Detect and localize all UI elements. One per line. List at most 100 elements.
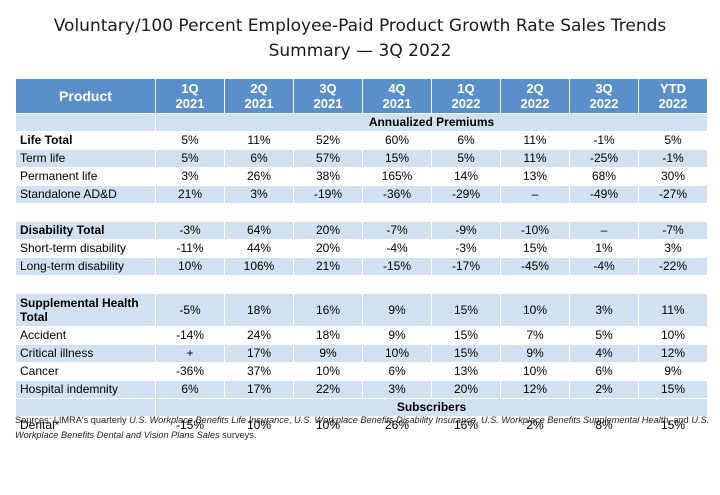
row-label: Short-term disability	[15, 239, 156, 258]
row-label: Dental*	[15, 416, 156, 435]
cell-value: 44%	[224, 239, 294, 258]
cell-value: 6%	[431, 131, 501, 150]
header-col-2q-2022: 2Q 2022	[500, 78, 570, 114]
section-row-annualized-premiums: Annualized Premiums	[15, 113, 708, 132]
table-row: Short-term disability -11% 44% 20% -4% -3% 15%…	[15, 239, 708, 258]
cell-value: 5%	[638, 131, 708, 150]
cell-value: -1%	[569, 131, 639, 150]
cell-value: 68%	[569, 167, 639, 186]
cell-value: 9%	[293, 344, 363, 363]
cell-value: 64%	[224, 221, 294, 240]
cell-value: 17%	[224, 344, 294, 363]
cell-value: 17%	[224, 380, 294, 399]
row-label: Standalone AD&D	[15, 185, 156, 204]
cell-value: 9%	[362, 326, 432, 345]
cell-value: -15%	[362, 257, 432, 276]
cell-value: 10%	[638, 326, 708, 345]
table-row: Supplemental Health Total -5% 18% 16% 9% 15% 1…	[15, 293, 708, 327]
cell-value: 18%	[224, 293, 294, 327]
cell-value: -49%	[569, 185, 639, 204]
cell-value: -25%	[569, 149, 639, 168]
cell-value: 57%	[293, 149, 363, 168]
cell-value: 5%	[569, 326, 639, 345]
cell-value: -3%	[431, 239, 501, 258]
cell-value: -3%	[155, 221, 225, 240]
cell-value: 15%	[431, 326, 501, 345]
cell-value: 10%	[155, 257, 225, 276]
cell-value: 4%	[569, 344, 639, 363]
cell-value: 1%	[569, 239, 639, 258]
spacer-row	[15, 275, 708, 294]
cell-value: -4%	[569, 257, 639, 276]
cell-value: 7%	[500, 326, 570, 345]
cell-value: 12%	[500, 380, 570, 399]
cell-value: 5%	[431, 149, 501, 168]
cell-value: 21%	[293, 257, 363, 276]
cell-value: 5%	[155, 149, 225, 168]
cell-value: 22%	[293, 380, 363, 399]
title-line-1: Voluntary/100 Percent Employee-Paid Prod…	[53, 16, 667, 36]
table-row: Hospital indemnity 6% 17% 22% 3% 20% 12% 2% 15%	[15, 380, 708, 399]
cell-value: 15%	[500, 239, 570, 258]
table-row: Term life 5% 6% 57% 15% 5% 11% -25% -1%	[15, 149, 708, 168]
cell-value: -11%	[155, 239, 225, 258]
header-col-2q-2021: 2Q 2021	[224, 78, 294, 114]
row-label: Disability Total	[15, 221, 156, 240]
cell-value: -5%	[155, 293, 225, 327]
cell-value: 165%	[362, 167, 432, 186]
table-row: Long-term disability 10% 106% 21% -15% -17% -4…	[15, 257, 708, 276]
cell-value: 3%	[569, 293, 639, 327]
header-col-3q-2022: 3Q 2022	[569, 78, 639, 114]
cell-value: 38%	[293, 167, 363, 186]
row-label: Accident	[15, 326, 156, 345]
cell-value: 2%	[500, 416, 570, 435]
cell-value: 11%	[500, 131, 570, 150]
cell-value: 60%	[362, 131, 432, 150]
header-product: Product	[15, 78, 156, 114]
page-title: Voluntary/100 Percent Employee-Paid Prod…	[0, 14, 720, 64]
cell-value: 6%	[569, 362, 639, 381]
header-col-1q-2022: 1Q 2022	[431, 78, 501, 114]
cell-value: 11%	[500, 149, 570, 168]
cell-value: 10%	[500, 293, 570, 327]
cell-value: -19%	[293, 185, 363, 204]
cell-value: -29%	[431, 185, 501, 204]
table-row: Dental* -15% 10% 10% 26% 16% 2% 8% 15%	[15, 416, 708, 435]
cell-value: 20%	[293, 221, 363, 240]
cell-value: -15%	[155, 416, 225, 435]
row-label: Life Total	[15, 131, 156, 150]
row-label: Cancer	[15, 362, 156, 381]
cell-value: 20%	[431, 380, 501, 399]
cell-value: 24%	[224, 326, 294, 345]
cell-value: 15%	[638, 416, 708, 435]
row-label: Hospital indemnity	[15, 380, 156, 399]
cell-value: 3%	[638, 239, 708, 258]
cell-value: -22%	[638, 257, 708, 276]
spacer-row	[15, 203, 708, 222]
cell-value: 10%	[362, 344, 432, 363]
row-label: Long-term disability	[15, 257, 156, 276]
table-row: Life Total 5% 11% 52% 60% 6% 11% -1% 5%	[15, 131, 708, 150]
cell-value: 16%	[293, 293, 363, 327]
table-row: Disability Total -3% 64% 20% -7% -9% -10% – -7%	[15, 221, 708, 240]
cell-value: 106%	[224, 257, 294, 276]
cell-value: –	[569, 221, 639, 240]
cell-value: 6%	[224, 149, 294, 168]
cell-value: 26%	[362, 416, 432, 435]
header-col-1q-2021: 1Q 2021	[155, 78, 225, 114]
cell-value: -4%	[362, 239, 432, 258]
cell-value: 3%	[362, 380, 432, 399]
cell-value: 20%	[293, 239, 363, 258]
cell-value: –	[500, 185, 570, 204]
cell-value: -14%	[155, 326, 225, 345]
row-label: Critical illness	[15, 344, 156, 363]
cell-value: 9%	[638, 362, 708, 381]
cell-value: 52%	[293, 131, 363, 150]
cell-value: 11%	[638, 293, 708, 327]
cell-value: 37%	[224, 362, 294, 381]
cell-value: 3%	[224, 185, 294, 204]
cell-value: 10%	[224, 416, 294, 435]
header-col-4q-2021: 4Q 2021	[362, 78, 432, 114]
cell-value: -7%	[638, 221, 708, 240]
cell-value: 6%	[155, 380, 225, 399]
